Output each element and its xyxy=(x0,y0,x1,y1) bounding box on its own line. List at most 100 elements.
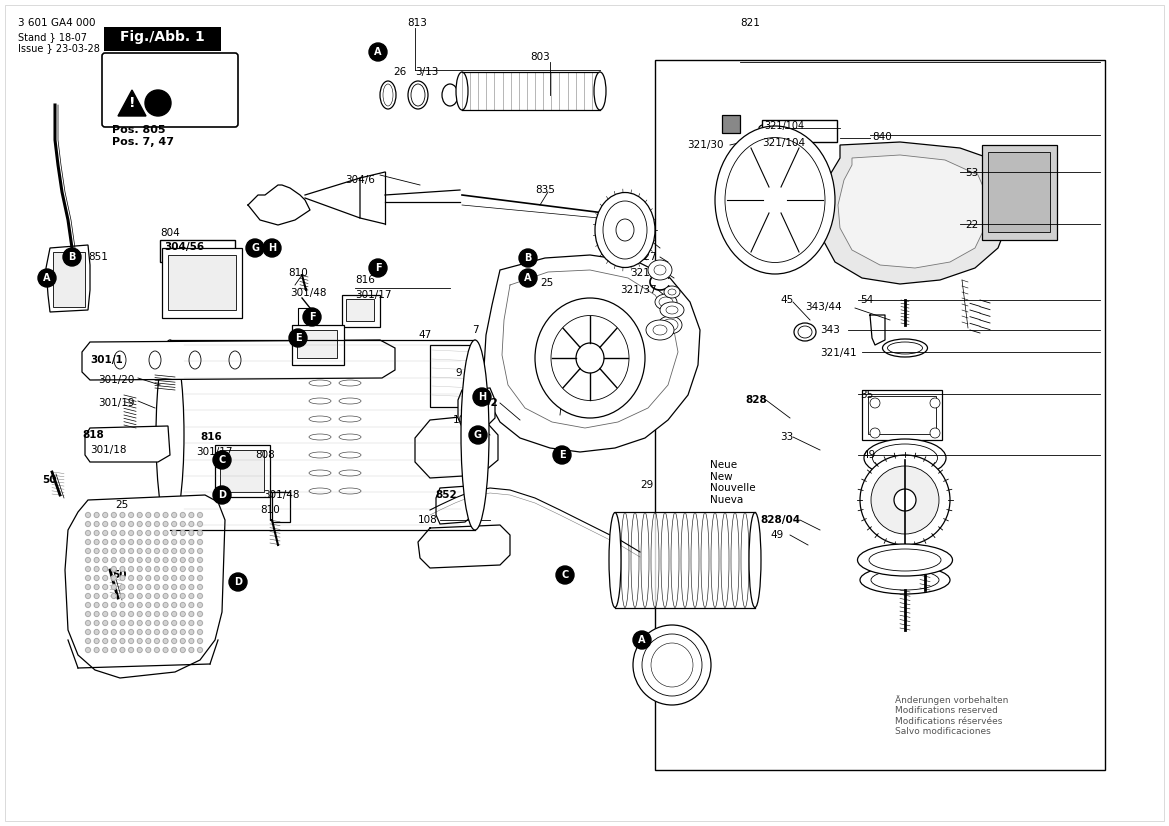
Circle shape xyxy=(111,602,117,607)
Circle shape xyxy=(154,638,159,643)
Text: 852: 852 xyxy=(435,490,457,500)
Circle shape xyxy=(146,602,151,607)
Circle shape xyxy=(95,521,99,526)
Bar xyxy=(346,299,374,321)
Text: 25: 25 xyxy=(540,278,553,288)
Circle shape xyxy=(129,539,133,544)
Ellipse shape xyxy=(741,512,749,607)
Circle shape xyxy=(147,92,170,114)
Circle shape xyxy=(137,602,143,607)
Text: Stand } 18-07: Stand } 18-07 xyxy=(18,32,87,42)
Circle shape xyxy=(162,648,168,653)
Circle shape xyxy=(129,620,133,625)
Circle shape xyxy=(111,567,117,572)
Ellipse shape xyxy=(642,634,703,696)
Circle shape xyxy=(120,629,125,634)
Ellipse shape xyxy=(551,316,629,401)
Text: 321/41: 321/41 xyxy=(819,348,857,358)
Circle shape xyxy=(137,539,143,544)
Ellipse shape xyxy=(594,72,606,110)
Circle shape xyxy=(137,638,143,643)
Circle shape xyxy=(198,558,202,563)
Circle shape xyxy=(245,239,264,257)
Ellipse shape xyxy=(666,306,678,314)
Circle shape xyxy=(146,567,151,572)
Circle shape xyxy=(95,594,99,599)
Text: 22: 22 xyxy=(964,220,978,230)
Circle shape xyxy=(162,585,168,590)
Circle shape xyxy=(146,585,151,590)
Bar xyxy=(655,60,1105,770)
Polygon shape xyxy=(838,155,988,268)
Circle shape xyxy=(85,611,90,616)
Ellipse shape xyxy=(658,316,682,334)
Ellipse shape xyxy=(115,351,126,369)
Circle shape xyxy=(103,638,108,643)
Circle shape xyxy=(95,620,99,625)
Ellipse shape xyxy=(731,512,739,607)
Circle shape xyxy=(95,611,99,616)
Circle shape xyxy=(162,512,168,518)
Circle shape xyxy=(180,548,185,553)
Circle shape xyxy=(180,539,185,544)
Circle shape xyxy=(120,530,125,535)
Circle shape xyxy=(146,620,151,625)
Text: 828/04: 828/04 xyxy=(760,515,800,525)
Circle shape xyxy=(180,521,185,526)
Circle shape xyxy=(154,521,159,526)
Circle shape xyxy=(146,512,151,518)
Ellipse shape xyxy=(339,470,361,476)
Ellipse shape xyxy=(715,126,835,274)
Circle shape xyxy=(129,629,133,634)
Ellipse shape xyxy=(711,512,719,607)
Text: Issue } 23-03-28: Issue } 23-03-28 xyxy=(18,43,99,53)
Ellipse shape xyxy=(456,72,468,110)
Circle shape xyxy=(172,629,177,634)
Circle shape xyxy=(154,576,159,581)
Text: 25: 25 xyxy=(115,500,129,510)
Ellipse shape xyxy=(651,512,659,607)
Text: 50: 50 xyxy=(112,570,126,580)
Text: 852: 852 xyxy=(476,398,498,408)
Text: 804: 804 xyxy=(160,228,180,238)
Ellipse shape xyxy=(339,362,361,368)
Circle shape xyxy=(103,521,108,526)
Circle shape xyxy=(103,530,108,535)
Circle shape xyxy=(137,611,143,616)
Circle shape xyxy=(162,530,168,535)
Circle shape xyxy=(198,512,202,518)
Circle shape xyxy=(85,512,90,518)
Circle shape xyxy=(111,629,117,634)
Ellipse shape xyxy=(691,512,699,607)
Circle shape xyxy=(198,638,202,643)
Ellipse shape xyxy=(641,512,649,607)
Circle shape xyxy=(162,521,168,526)
Circle shape xyxy=(120,602,125,607)
Text: H: H xyxy=(478,392,486,402)
Text: F: F xyxy=(375,263,381,273)
Ellipse shape xyxy=(749,512,761,607)
Circle shape xyxy=(172,620,177,625)
Ellipse shape xyxy=(864,439,946,477)
Circle shape xyxy=(120,620,125,625)
Circle shape xyxy=(95,576,99,581)
Circle shape xyxy=(303,308,321,326)
Circle shape xyxy=(162,611,168,616)
Text: 810: 810 xyxy=(260,505,279,515)
Ellipse shape xyxy=(759,124,777,132)
Circle shape xyxy=(229,573,247,591)
Circle shape xyxy=(154,539,159,544)
Ellipse shape xyxy=(883,339,927,357)
Circle shape xyxy=(198,629,202,634)
Circle shape xyxy=(111,539,117,544)
Text: 840: 840 xyxy=(872,132,892,142)
Ellipse shape xyxy=(887,342,922,354)
Circle shape xyxy=(189,539,194,544)
Text: 3 601 GA4 000: 3 601 GA4 000 xyxy=(18,18,96,28)
Text: 816: 816 xyxy=(200,432,222,442)
Circle shape xyxy=(172,638,177,643)
Circle shape xyxy=(198,548,202,553)
Ellipse shape xyxy=(871,570,939,590)
Circle shape xyxy=(146,548,151,553)
Circle shape xyxy=(198,648,202,653)
